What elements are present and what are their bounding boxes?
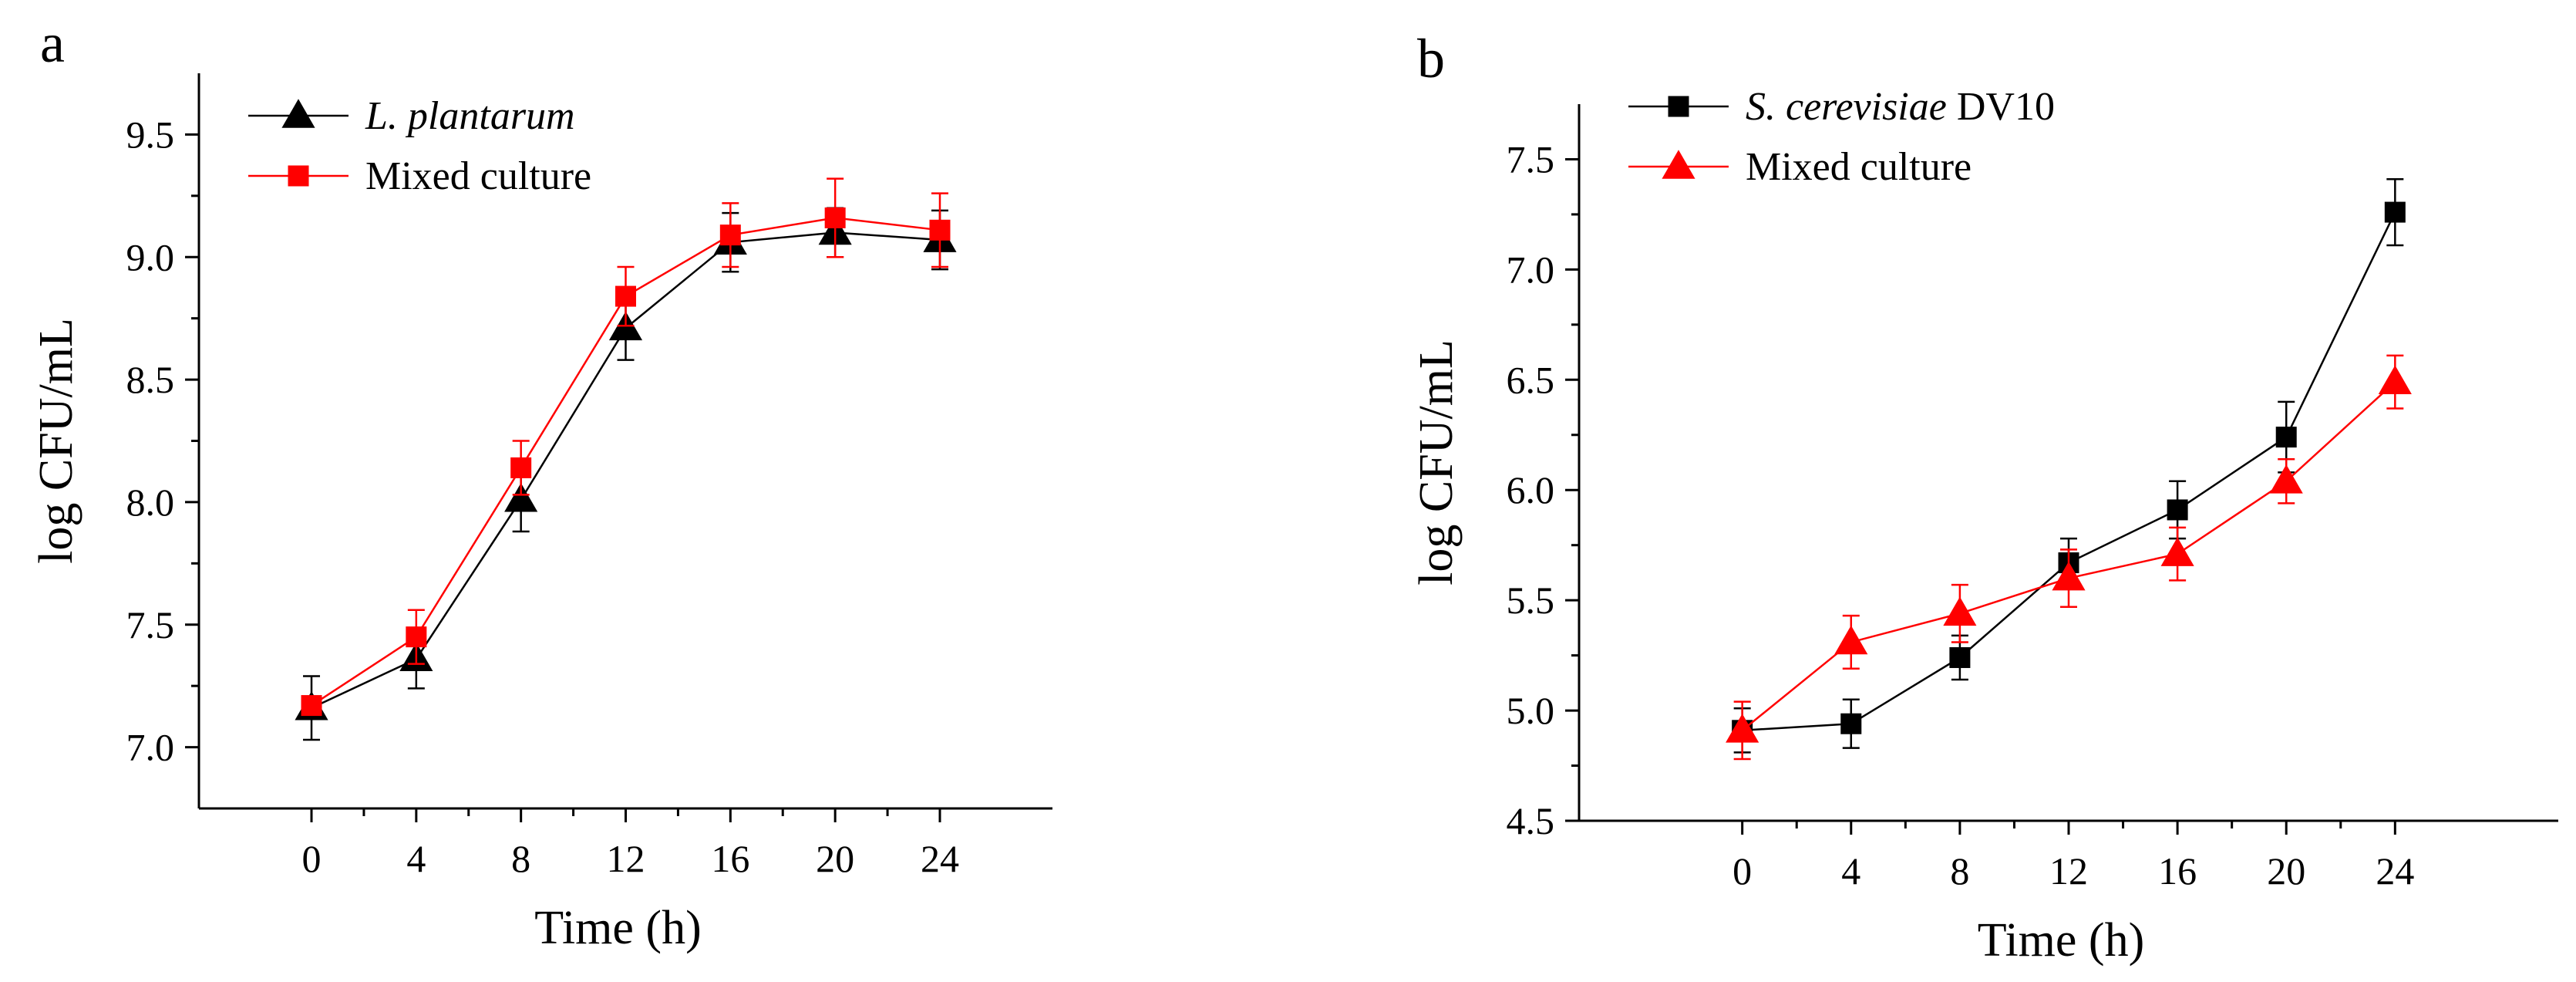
x-axis-title: Time (h)	[1978, 914, 2144, 967]
data-point	[1834, 625, 1868, 655]
y-tick-label: 7.5	[126, 603, 175, 646]
y-tick-label: 8.5	[126, 358, 175, 401]
legend-label: L. plantarum	[365, 94, 575, 138]
legend-marker	[288, 165, 309, 187]
y-tick-label: 7.0	[1507, 248, 1555, 291]
x-tick-label: 8	[1950, 849, 1969, 893]
x-tick-label: 12	[2049, 849, 2088, 893]
legend-label: Mixed culture	[1746, 145, 1972, 189]
x-tick-label: 16	[2158, 849, 2197, 893]
legend-entry: Mixed culture	[248, 154, 591, 198]
data-point	[824, 207, 846, 228]
y-tick-label: 4.5	[1507, 799, 1555, 842]
data-point	[2167, 499, 2188, 521]
data-point	[1726, 714, 1759, 743]
x-tick-label: 20	[2267, 849, 2305, 893]
y-tick-label: 7.0	[126, 726, 175, 769]
legend-label: Mixed culture	[365, 154, 591, 198]
y-tick-label: 8.0	[126, 481, 175, 524]
data-point	[1943, 596, 1977, 626]
panel-label: a	[40, 12, 65, 74]
data-point	[2384, 201, 2406, 223]
data-point	[2160, 537, 2194, 566]
panel-a: a 0 4 8 12 16 20 24 7.0 7.5 8.0 8.5 9.0 9.5 Time (h) lo…	[30, 12, 1052, 954]
y-axis-title: log CFU/mL	[30, 318, 82, 564]
x-axis-title: Time (h)	[534, 902, 701, 954]
legend-label: S. cerevisiae DV10	[1746, 85, 2055, 129]
x-tick-label: 24	[2376, 849, 2414, 893]
legend-marker	[1668, 96, 1689, 117]
data-point	[406, 626, 427, 648]
series-2	[301, 177, 951, 717]
y-tick-label: 9.5	[126, 113, 175, 156]
legend-entry: Mixed culture	[1628, 145, 1972, 189]
x-tick-label: 0	[302, 837, 322, 880]
x-tick-label: 24	[921, 837, 959, 880]
y-tick-label: 6.5	[1507, 358, 1555, 401]
panel-label: b	[1417, 28, 1445, 89]
legend-marker	[281, 99, 315, 128]
x-tick-label: 8	[511, 837, 530, 880]
y-tick-label: 5.5	[1507, 579, 1555, 622]
data-point	[2052, 561, 2086, 591]
y-axis-title: log CFU/mL	[1410, 339, 1463, 585]
data-point	[929, 219, 951, 241]
data-point	[719, 224, 741, 246]
data-point	[510, 457, 532, 478]
legend-entry: L. plantarum	[248, 94, 575, 138]
x-tick-label: 20	[816, 837, 854, 880]
panel-b: b 0 4 8 12 16 20 24 4.5 5.0 5.5 6.0 6.5 7.0 7.5 Time (h…	[1410, 28, 2558, 967]
data-point	[615, 285, 636, 307]
data-point	[2378, 365, 2412, 394]
x-tick-label: 16	[711, 837, 749, 880]
data-point	[1949, 646, 1971, 668]
x-tick-label: 4	[1841, 849, 1860, 893]
series-2	[1726, 354, 2412, 761]
data-point	[504, 483, 538, 512]
data-point	[301, 695, 322, 717]
data-point	[2275, 427, 2297, 448]
x-tick-label: 0	[1732, 849, 1752, 893]
legend-entry: S. cerevisiae DV10	[1628, 85, 2055, 129]
legend-marker	[1662, 150, 1695, 179]
x-tick-label: 12	[607, 837, 645, 880]
data-point	[2269, 464, 2303, 494]
y-tick-label: 9.0	[126, 235, 175, 278]
y-tick-label: 5.0	[1507, 689, 1555, 732]
y-tick-label: 7.5	[1507, 137, 1555, 181]
data-point	[1840, 713, 1862, 734]
y-tick-label: 6.0	[1507, 468, 1555, 511]
x-tick-label: 4	[406, 837, 426, 880]
